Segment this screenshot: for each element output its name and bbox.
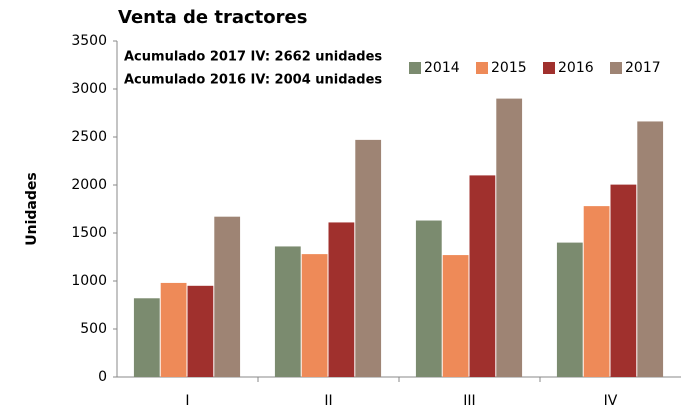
bar	[442, 255, 469, 377]
bar	[160, 282, 187, 377]
bar	[328, 222, 355, 377]
y-tick-label: 1000	[71, 273, 107, 289]
bar	[469, 175, 496, 377]
bar	[556, 242, 583, 377]
y-tick-label: 2500	[71, 129, 107, 145]
legend-swatch	[476, 62, 488, 74]
y-tick-label: 1500	[71, 225, 107, 241]
bar	[187, 285, 214, 377]
legend-label: 2017	[625, 60, 661, 76]
y-tick-label: 0	[98, 369, 107, 385]
y-tick-label: 2000	[71, 177, 107, 193]
bar	[583, 206, 610, 377]
bar	[637, 121, 664, 377]
x-tick-label: II	[324, 393, 332, 408]
legend-swatch	[409, 62, 421, 74]
x-tick-label: I	[185, 393, 189, 408]
bar	[301, 254, 328, 377]
y-axis-label: Unidades	[24, 172, 40, 245]
y-tick-label: 3000	[71, 81, 107, 97]
legend-swatch	[543, 62, 555, 74]
bar	[133, 298, 160, 377]
annotation: Acumulado 2017 IV: 2662 unidades	[124, 50, 382, 65]
legend-label: 2015	[491, 60, 527, 76]
bar	[415, 220, 442, 377]
bar	[214, 216, 241, 377]
y-tick-label: 3500	[71, 33, 107, 49]
bar	[355, 139, 382, 377]
y-tick-label: 500	[80, 321, 107, 337]
legend-label: 2016	[558, 60, 594, 76]
legend-label: 2014	[424, 60, 460, 76]
legend-swatch	[610, 62, 622, 74]
bar	[610, 184, 637, 377]
x-tick-label: IV	[604, 393, 618, 408]
annotation: Acumulado 2016 IV: 2004 unidades	[124, 73, 382, 88]
bar	[274, 246, 301, 377]
x-tick-label: III	[463, 393, 475, 408]
chart-title: Venta de tractores	[118, 7, 307, 28]
bar	[496, 98, 523, 377]
